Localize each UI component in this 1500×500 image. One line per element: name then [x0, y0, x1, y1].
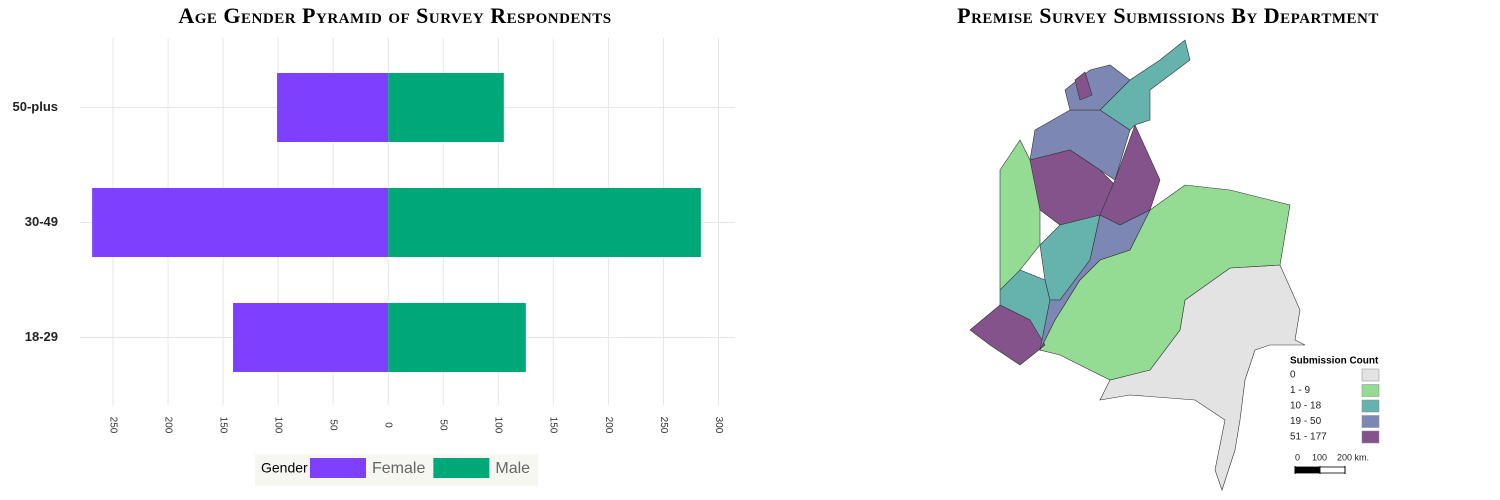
- bar: [388, 303, 526, 372]
- chart-title: Age Gender Pyramid of Survey Respondents: [178, 3, 611, 28]
- x-tick-label: 50: [438, 419, 449, 431]
- legend-title: Submission Count: [1290, 356, 1379, 367]
- x-tick-label: 200: [603, 417, 614, 434]
- legend-label: 19 - 50: [1290, 416, 1322, 427]
- x-tick-label: 250: [107, 417, 118, 434]
- legend-label: Female: [372, 460, 425, 477]
- legend-swatch: [1361, 415, 1380, 428]
- region: [1099, 264, 1306, 491]
- region: [1039, 209, 1151, 351]
- bar: [388, 188, 701, 257]
- x-tick-label: 250: [658, 417, 669, 434]
- region: [969, 304, 1046, 366]
- x-tick-label: 0: [383, 422, 394, 428]
- x-tick-label: 150: [548, 417, 559, 434]
- legend-label: 51 - 177: [1290, 432, 1327, 443]
- region: [1099, 39, 1191, 131]
- bar: [233, 303, 389, 372]
- legend-swatch: [1361, 384, 1380, 397]
- legend-swatch: [1361, 430, 1380, 444]
- x-tick-label: 100: [493, 417, 504, 434]
- scale-label: 100: [1312, 452, 1327, 462]
- legend-label: 1 - 9: [1290, 385, 1310, 396]
- bar: [277, 73, 389, 142]
- region: [1074, 71, 1093, 101]
- map: [969, 39, 1306, 491]
- x-tick-label: 150: [217, 417, 228, 434]
- legend-title: Gender: [261, 460, 308, 476]
- legend-swatch: [1361, 368, 1380, 382]
- legend-label: 10 - 18: [1290, 401, 1322, 412]
- x-tick-label: 300: [713, 417, 724, 434]
- legend-swatch: [1361, 399, 1380, 413]
- legend-label: 0: [1290, 370, 1296, 381]
- scale-segment: [1294, 466, 1321, 474]
- y-tick-label: 18-29: [25, 329, 58, 344]
- bar: [92, 188, 389, 257]
- y-tick-label: 30-49: [25, 214, 58, 229]
- x-tick-label: 50: [328, 419, 339, 431]
- legend-swatch: [310, 458, 366, 478]
- x-tick-label: 100: [273, 417, 284, 434]
- scale-segment: [1319, 466, 1346, 474]
- x-tick-label: 200: [162, 417, 173, 434]
- legend-box: [255, 454, 538, 486]
- scale-label: 200 km.: [1337, 452, 1369, 462]
- legend-label: Male: [495, 460, 530, 477]
- bar: [388, 73, 504, 142]
- y-tick-label: 50-plus: [12, 99, 58, 114]
- legend-swatch: [433, 458, 490, 478]
- scale-label: 0: [1295, 452, 1300, 462]
- chart-title: Premise Survey Submissions By Department: [957, 3, 1379, 28]
